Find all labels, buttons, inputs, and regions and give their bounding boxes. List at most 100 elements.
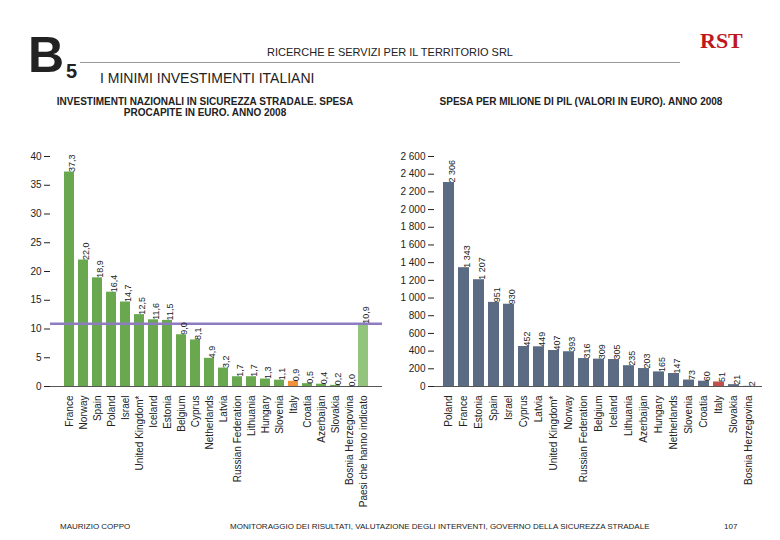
svg-text:Norway: Norway — [563, 396, 574, 430]
svg-text:20: 20 — [30, 266, 42, 277]
svg-text:Croatia: Croatia — [302, 395, 313, 428]
svg-text:Latvia: Latvia — [533, 395, 544, 422]
svg-text:Belgium: Belgium — [176, 396, 187, 432]
svg-text:147: 147 — [672, 358, 682, 373]
svg-text:0,9: 0,9 — [291, 369, 301, 382]
svg-text:3,2: 3,2 — [221, 356, 231, 369]
svg-text:18,9: 18,9 — [95, 260, 105, 278]
svg-text:Italy: Italy — [288, 396, 299, 414]
svg-text:400: 400 — [409, 345, 426, 356]
svg-text:73: 73 — [687, 370, 697, 380]
svg-text:316: 316 — [582, 344, 592, 359]
svg-text:1 800: 1 800 — [400, 221, 425, 232]
svg-text:Iceland: Iceland — [148, 396, 159, 428]
svg-text:393: 393 — [567, 337, 577, 352]
svg-text:Lithuania: Lithuania — [623, 395, 634, 436]
svg-text:800: 800 — [409, 310, 426, 321]
svg-text:14,7: 14,7 — [123, 284, 133, 302]
svg-text:1,1: 1,1 — [277, 368, 287, 381]
svg-text:1 207: 1 207 — [477, 257, 487, 280]
svg-text:30: 30 — [30, 208, 42, 219]
svg-text:1 200: 1 200 — [400, 275, 425, 286]
svg-text:Estonia: Estonia — [473, 395, 484, 429]
svg-text:2 400: 2 400 — [400, 168, 425, 179]
svg-text:12,5: 12,5 — [137, 297, 147, 315]
svg-text:Slovenia: Slovenia — [683, 395, 694, 434]
svg-text:10: 10 — [30, 323, 42, 334]
svg-text:200: 200 — [409, 363, 426, 374]
svg-text:4,9: 4,9 — [207, 346, 217, 359]
svg-text:51: 51 — [717, 372, 727, 382]
svg-text:Russian Federation: Russian Federation — [578, 396, 589, 483]
svg-text:Spain: Spain — [488, 396, 499, 422]
svg-text:15: 15 — [30, 294, 42, 305]
svg-text:Latvia: Latvia — [218, 395, 229, 422]
svg-text:16,4: 16,4 — [109, 275, 119, 293]
svg-text:2 200: 2 200 — [400, 186, 425, 197]
svg-text:235: 235 — [627, 351, 637, 366]
svg-text:1 343: 1 343 — [462, 245, 472, 268]
svg-text:0,2: 0,2 — [333, 373, 343, 386]
svg-text:Lithuania: Lithuania — [246, 395, 257, 436]
svg-text:0,5: 0,5 — [305, 371, 315, 384]
svg-text:Russian Federation: Russian Federation — [232, 396, 243, 483]
svg-text:0,0: 0,0 — [347, 374, 357, 387]
svg-text:1,3: 1,3 — [263, 367, 273, 380]
svg-text:203: 203 — [642, 354, 652, 369]
svg-text:Estonia: Estonia — [162, 395, 173, 429]
svg-text:1 000: 1 000 — [400, 292, 425, 303]
svg-text:8,1: 8,1 — [193, 327, 203, 340]
svg-text:United Kingdom*: United Kingdom* — [134, 395, 145, 470]
svg-text:Iceland: Iceland — [608, 396, 619, 428]
svg-text:2: 2 — [747, 381, 757, 386]
svg-text:Norway: Norway — [78, 396, 89, 430]
svg-text:165: 165 — [657, 357, 667, 372]
svg-text:35: 35 — [30, 179, 42, 190]
svg-text:2 000: 2 000 — [400, 204, 425, 215]
svg-text:1 600: 1 600 — [400, 239, 425, 250]
svg-text:Poland: Poland — [106, 396, 117, 427]
svg-text:Slovakia: Slovakia — [728, 395, 739, 433]
svg-text:Belgium: Belgium — [593, 396, 604, 432]
svg-text:Israel: Israel — [503, 396, 514, 420]
svg-text:40: 40 — [30, 151, 42, 162]
svg-text:Italy: Italy — [713, 396, 724, 414]
svg-text:305: 305 — [612, 344, 622, 359]
svg-text:10,9: 10,9 — [361, 306, 371, 324]
svg-text:11,6: 11,6 — [151, 303, 161, 320]
svg-text:France: France — [64, 395, 75, 427]
svg-text:9,0: 9,0 — [179, 322, 189, 335]
svg-text:United Kingdom*: United Kingdom* — [548, 395, 559, 470]
svg-text:Israel: Israel — [120, 396, 131, 420]
svg-text:21: 21 — [732, 375, 742, 385]
svg-text:0,4: 0,4 — [319, 372, 329, 385]
svg-text:22,0: 22,0 — [81, 242, 91, 260]
svg-text:2 600: 2 600 — [400, 151, 425, 162]
svg-text:37,3: 37,3 — [67, 154, 77, 172]
svg-text:Bosnia Herzegovina: Bosnia Herzegovina — [743, 395, 754, 485]
svg-text:449: 449 — [537, 332, 547, 347]
svg-text:951: 951 — [492, 287, 502, 302]
svg-text:Azerbaijan: Azerbaijan — [638, 396, 649, 443]
svg-text:5: 5 — [36, 352, 42, 363]
svg-text:600: 600 — [409, 328, 426, 339]
svg-text:309: 309 — [597, 344, 607, 359]
svg-text:France: France — [458, 395, 469, 427]
svg-text:407: 407 — [552, 335, 562, 350]
svg-text:25: 25 — [30, 237, 42, 248]
svg-text:Paesi che hanno indicato: Paesi che hanno indicato — [358, 395, 369, 507]
svg-text:2 306: 2 306 — [447, 160, 457, 183]
svg-text:Hungary: Hungary — [260, 396, 271, 434]
svg-text:1 400: 1 400 — [400, 257, 425, 268]
svg-text:Azerbaijan: Azerbaijan — [316, 396, 327, 443]
svg-text:Netherlands: Netherlands — [668, 396, 679, 450]
svg-text:60: 60 — [702, 371, 712, 381]
svg-text:Croatia: Croatia — [698, 395, 709, 428]
svg-text:11,5: 11,5 — [165, 304, 175, 321]
svg-text:Bosnia Herzegovina: Bosnia Herzegovina — [344, 395, 355, 485]
svg-text:452: 452 — [522, 331, 532, 346]
svg-text:Cyprus: Cyprus — [518, 396, 529, 428]
svg-text:0: 0 — [420, 381, 426, 392]
svg-text:Spain: Spain — [92, 396, 103, 422]
svg-text:1,7: 1,7 — [249, 364, 259, 377]
